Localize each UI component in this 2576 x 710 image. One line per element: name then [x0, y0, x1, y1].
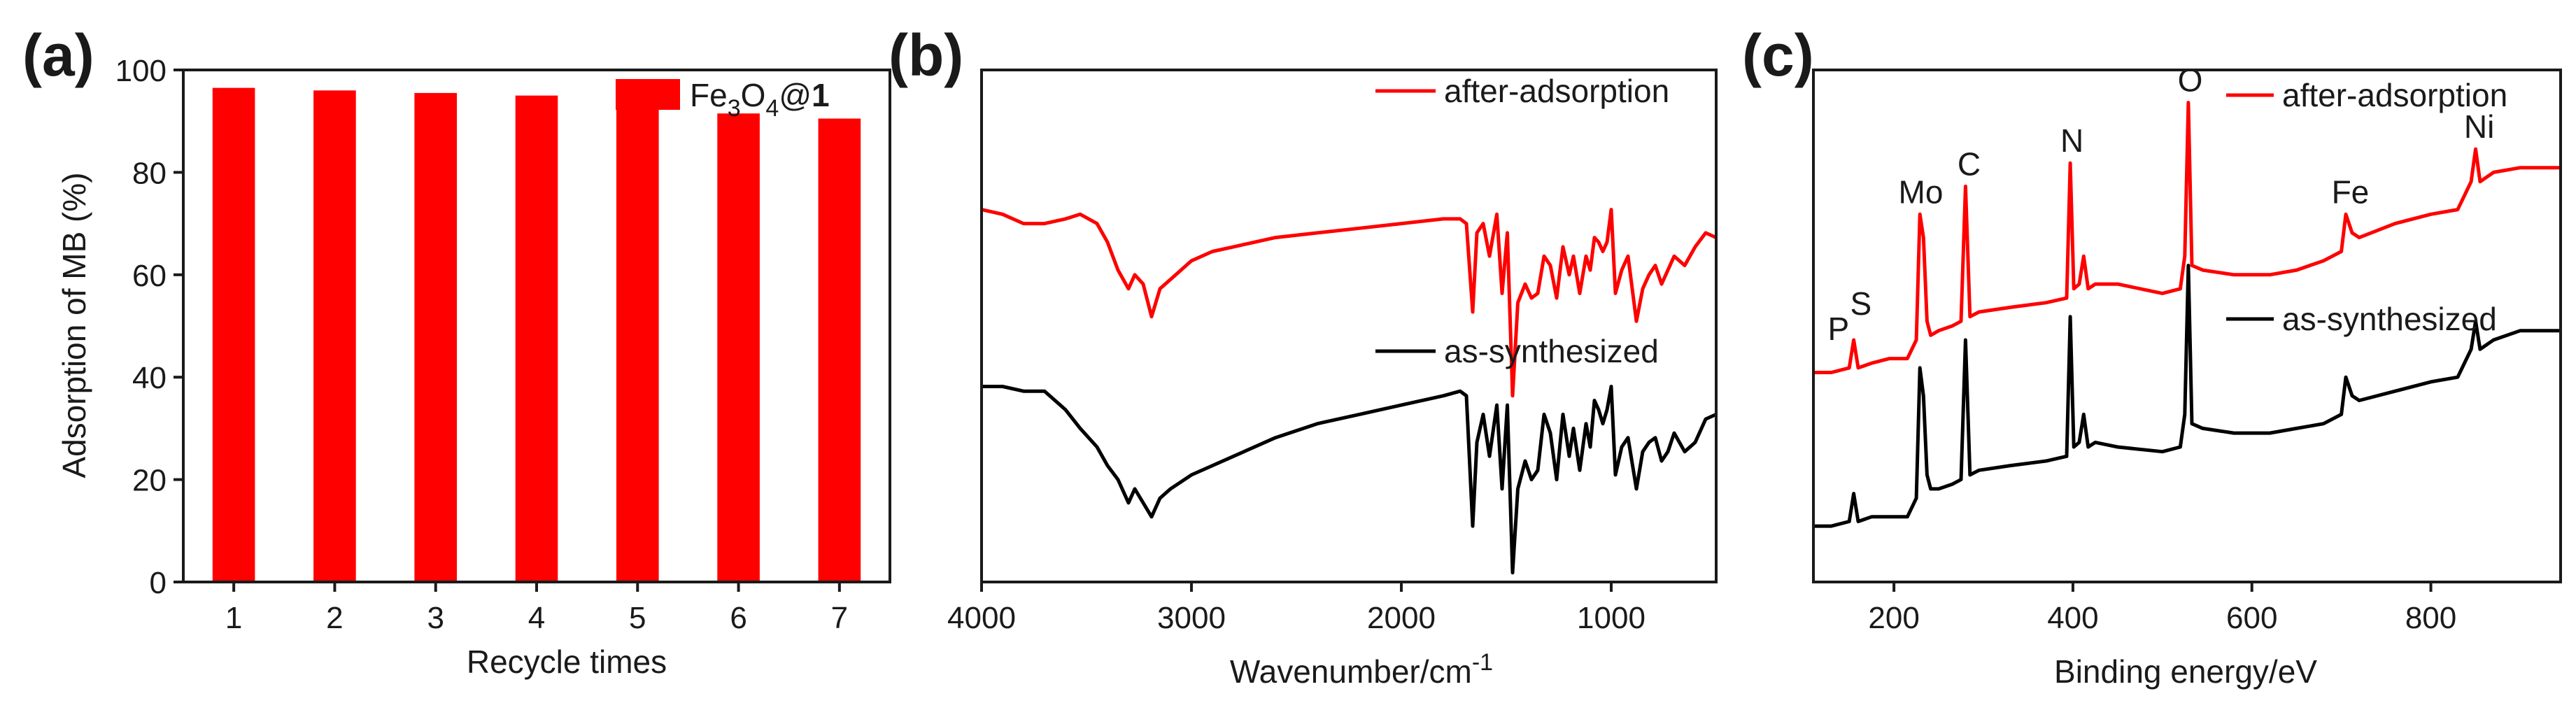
panel-c-xlabel: Binding energy/eV	[2054, 653, 2317, 690]
bar-4	[515, 95, 558, 583]
x-tick-label: 7	[831, 601, 848, 635]
panel-a-bar-chart: (a) 1 2 3 4 5 6 7 0 20 40 60 80 100 Adsorption of MB…	[22, 22, 891, 680]
x-tick-label: 4000	[947, 601, 1016, 635]
panel-c-legend-after: after-adsorption	[2282, 77, 2507, 113]
x-tick-label: 2	[326, 601, 343, 635]
y-tick-label: 80	[132, 156, 167, 190]
y-tick-label: 20	[132, 464, 167, 498]
peak-label-c: C	[1958, 145, 1981, 182]
y-tick-label: 0	[150, 566, 167, 600]
bar-7	[818, 118, 861, 582]
panel-a-axes: 1 2 3 4 5 6 7 0 20 40 60 80 100	[115, 54, 849, 635]
panel-b-xlabel: Wavenumber/cm-1	[1230, 649, 1493, 690]
x-tick-label: 5	[629, 601, 646, 635]
x-tick-label: 2000	[1367, 601, 1436, 635]
peak-label-n: N	[2060, 122, 2083, 159]
peak-label-ni: Ni	[2464, 108, 2494, 145]
peak-label-mo: Mo	[1899, 173, 1944, 210]
panel-c-series	[1813, 101, 2561, 528]
panel-c-label: (c)	[1742, 22, 1814, 88]
y-tick-label: 60	[132, 259, 167, 293]
bar-5	[616, 103, 659, 583]
panel-b-series	[981, 208, 1718, 575]
bar-1	[212, 87, 255, 583]
panel-b-legend-after: after-adsorption	[1444, 73, 1669, 109]
panel-c-legend: after-adsorption as-synthesized	[2226, 77, 2507, 337]
x-tick-label: 3	[427, 601, 444, 635]
panel-b-legend-as: as-synthesized	[1444, 333, 1659, 369]
panel-b-axes: 4000 3000 2000 1000	[947, 582, 1646, 635]
x-tick-label: 4	[528, 601, 545, 635]
x-tick-label: 400	[2047, 601, 2098, 635]
panel-a-bars	[212, 87, 861, 583]
bar-2	[313, 90, 356, 583]
x-tick-label: 600	[2226, 601, 2277, 635]
panel-c-peak-annotations: PS Mo C N O Fe Ni	[1827, 62, 2494, 347]
bar-3	[414, 92, 457, 582]
panel-b-legend: after-adsorption as-synthesized	[1375, 73, 1669, 369]
series-line-after-adsorption	[981, 208, 1718, 398]
peak-label-o: O	[2178, 62, 2203, 99]
x-tick-label: 3000	[1157, 601, 1226, 635]
panel-a-legend-swatch	[616, 79, 680, 110]
x-tick-label: 1	[225, 601, 242, 635]
peak-label-fe: Fe	[2332, 173, 2370, 210]
y-tick-label: 40	[132, 361, 167, 395]
x-tick-label: 6	[730, 601, 746, 635]
series-line-after-adsorption	[1813, 101, 2561, 374]
panel-c-plot-frame	[1812, 69, 2562, 583]
panel-c-xps-chart: (c) 200 400 600 800 PS Mo C N O Fe Ni Binding ene…	[1742, 22, 2562, 690]
panel-a-legend: Fe3O4@1	[616, 77, 830, 122]
panel-a-ylabel: Adsorption of MB (%)	[56, 172, 92, 478]
panel-c-legend-as: as-synthesized	[2282, 301, 2497, 337]
panel-a-legend-label: Fe3O4@1	[690, 77, 830, 122]
x-tick-label: 800	[2405, 601, 2456, 635]
bar-6	[717, 113, 760, 582]
panel-b-ftir-chart: (b) 4000 3000 2000 1000 Wavenumber/cm-1 aft…	[889, 22, 1718, 690]
x-tick-label: 1000	[1577, 601, 1646, 635]
peak-label-s: S	[1850, 285, 1871, 322]
peak-label-p: P	[1827, 311, 1849, 347]
panel-a-label: (a)	[22, 22, 94, 88]
panel-b-label: (b)	[889, 22, 963, 88]
series-line-as-synthesized	[1813, 264, 2561, 528]
series-line-as-synthesized	[982, 385, 1718, 575]
x-tick-label: 200	[1868, 601, 1919, 635]
y-tick-label: 100	[115, 54, 167, 88]
panel-c-axes: 200 400 600 800	[1868, 582, 2456, 635]
panel-b-plot-frame	[980, 69, 1718, 583]
panel-a-xlabel: Recycle times	[467, 644, 667, 680]
